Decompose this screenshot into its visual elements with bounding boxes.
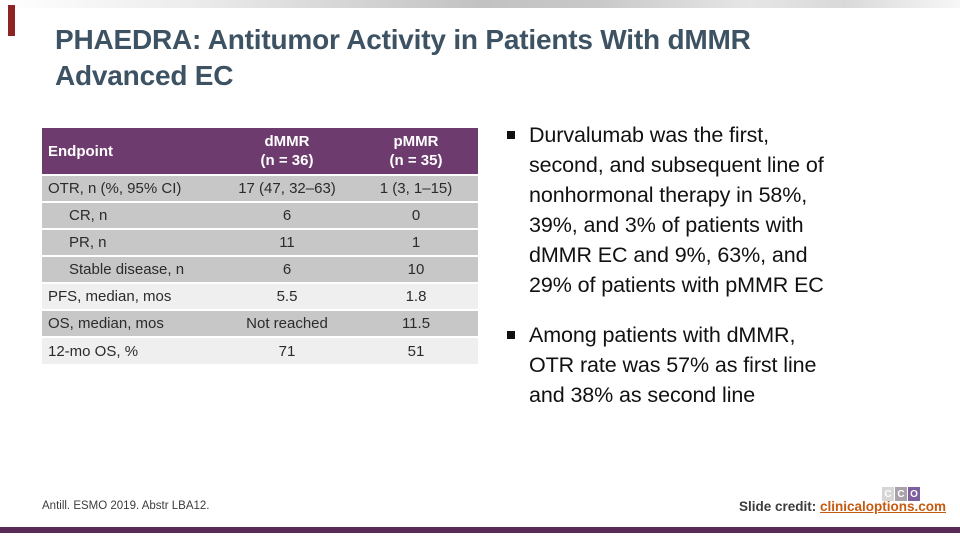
row-label: OS, median, mos bbox=[42, 310, 220, 337]
bullet-square-icon bbox=[507, 331, 515, 339]
table-row-pr: PR, n 11 1 bbox=[42, 229, 478, 256]
logo-letter-o: O bbox=[908, 487, 920, 501]
table-row-pfs: PFS, median, mos 5.5 1.8 bbox=[42, 283, 478, 310]
row-label: PR, n bbox=[42, 229, 220, 256]
title-line-2: Advanced EC bbox=[55, 60, 234, 91]
pmmr-value: 11.5 bbox=[354, 310, 478, 337]
dmmr-value: 6 bbox=[220, 202, 354, 229]
slide-title: PHAEDRA: Antitumor Activity in Patients … bbox=[55, 22, 915, 94]
pmmr-value: 1 bbox=[354, 229, 478, 256]
slide-credit-link[interactable]: clinicaloptions.com bbox=[819, 499, 946, 514]
dmmr-value: 5.5 bbox=[220, 283, 354, 310]
pmmr-value: 1 (3, 1–15) bbox=[354, 175, 478, 202]
table-row-stable-disease: Stable disease, n 6 10 bbox=[42, 256, 478, 283]
logo-letter-c2: C bbox=[895, 487, 907, 501]
dmmr-value: 6 bbox=[220, 256, 354, 283]
row-label: OTR, n (%, 95% CI) bbox=[42, 175, 220, 202]
table-row-otr: OTR, n (%, 95% CI) 17 (47, 32–63) 1 (3, … bbox=[42, 175, 478, 202]
header-pmmr-n: (n = 35) bbox=[389, 152, 443, 169]
table-header-row: Endpoint dMMR (n = 36) pMMR (n = 35) bbox=[42, 128, 478, 176]
logo-letter-c1: C bbox=[882, 487, 894, 501]
red-accent-mark bbox=[8, 5, 15, 36]
column-header-dmmr: dMMR (n = 36) bbox=[220, 128, 354, 176]
bullet-text: Durvalumab was the first, second, and su… bbox=[529, 123, 824, 297]
top-gradient-bar bbox=[0, 0, 960, 8]
cco-logo: C C O bbox=[882, 487, 920, 501]
dmmr-value: 11 bbox=[220, 229, 354, 256]
header-dmmr-title: dMMR bbox=[264, 133, 310, 150]
footer-citation: Antill. ESMO 2019. Abstr LBA12. bbox=[42, 500, 210, 512]
dmmr-value: 17 (47, 32–63) bbox=[220, 175, 354, 202]
column-header-endpoint: Endpoint bbox=[42, 128, 220, 176]
bullet-item-durvalumab: Durvalumab was the first, second, and su… bbox=[503, 120, 955, 300]
table-row-cr: CR, n 6 0 bbox=[42, 202, 478, 229]
bullet-square-icon bbox=[507, 131, 515, 139]
title-line-1: PHAEDRA: Antitumor Activity in Patients … bbox=[55, 24, 751, 55]
dmmr-value: 71 bbox=[220, 337, 354, 364]
row-label: Stable disease, n bbox=[42, 256, 220, 283]
row-label: PFS, median, mos bbox=[42, 283, 220, 310]
slide-credit: Slide credit: clinicaloptions.com bbox=[739, 499, 946, 514]
table-row-12mo-os: 12-mo OS, % 71 51 bbox=[42, 337, 478, 364]
bullet-item-otr-rate: Among patients with dMMR, OTR rate was 5… bbox=[503, 320, 955, 410]
dmmr-value: Not reached bbox=[220, 310, 354, 337]
column-header-pmmr: pMMR (n = 35) bbox=[354, 128, 478, 176]
row-label: CR, n bbox=[42, 202, 220, 229]
bottom-accent-bar bbox=[0, 527, 960, 533]
results-table: Endpoint dMMR (n = 36) pMMR (n = 35) OTR… bbox=[42, 128, 478, 364]
table-row-os: OS, median, mos Not reached 11.5 bbox=[42, 310, 478, 337]
pmmr-value: 1.8 bbox=[354, 283, 478, 310]
bullet-text: Among patients with dMMR, OTR rate was 5… bbox=[529, 323, 817, 407]
pmmr-value: 0 bbox=[354, 202, 478, 229]
header-dmmr-n: (n = 36) bbox=[260, 152, 314, 169]
slide-credit-label: Slide credit: bbox=[738, 499, 820, 514]
row-label: 12-mo OS, % bbox=[42, 337, 220, 364]
pmmr-value: 51 bbox=[354, 337, 478, 364]
bullet-list: Durvalumab was the first, second, and su… bbox=[503, 120, 955, 410]
pmmr-value: 10 bbox=[354, 256, 478, 283]
header-pmmr-title: pMMR bbox=[393, 133, 439, 150]
